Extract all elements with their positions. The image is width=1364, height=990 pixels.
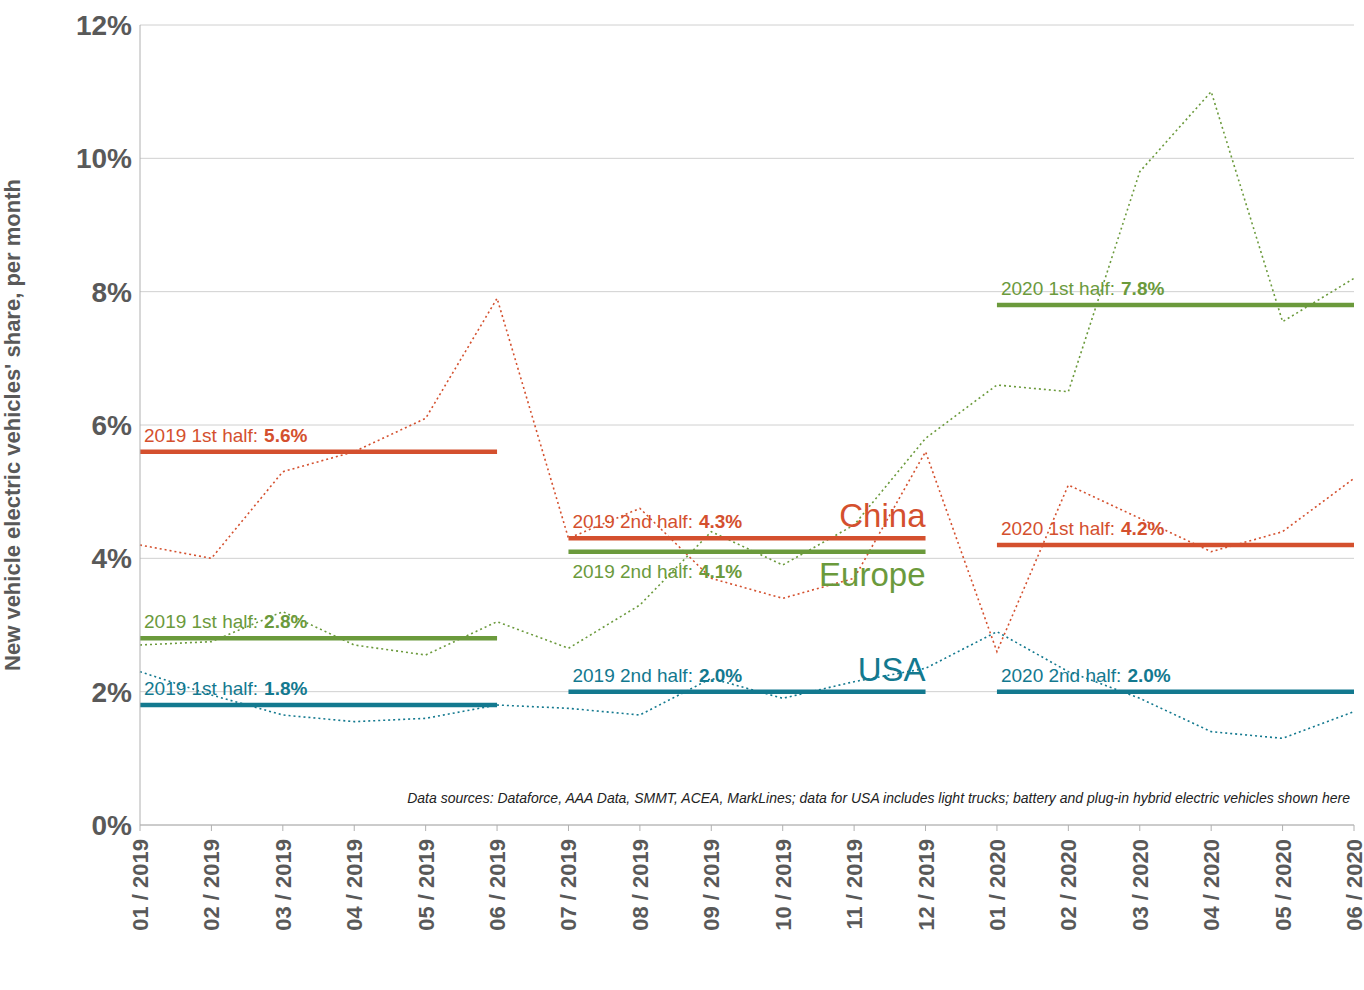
svg-text:03 / 2020: 03 / 2020 [1128, 839, 1153, 931]
svg-text:2020 1st half:7.8%: 2020 1st half:7.8% [1001, 278, 1165, 299]
svg-text:03 / 2019: 03 / 2019 [271, 839, 296, 931]
svg-text:06 / 2019: 06 / 2019 [485, 839, 510, 931]
svg-text:4%: 4% [92, 543, 133, 574]
svg-text:USA: USA [858, 651, 926, 688]
svg-text:2019 1st half:1.8%: 2019 1st half:1.8% [144, 678, 308, 699]
svg-text:2019 2nd half:2.0%: 2019 2nd half:2.0% [572, 665, 742, 686]
svg-text:12%: 12% [76, 10, 132, 41]
svg-text:01 / 2019: 01 / 2019 [128, 839, 153, 931]
svg-text:09 / 2019: 09 / 2019 [699, 839, 724, 931]
svg-text:02 / 2020: 02 / 2020 [1056, 839, 1081, 931]
svg-text:2019 2nd half:4.3%: 2019 2nd half:4.3% [572, 511, 742, 532]
svg-text:2020 2nd half:2.0%: 2020 2nd half:2.0% [1001, 665, 1171, 686]
html-text:Data sources: Dataforce, AAA D: Data sources: Dataforce, AAA Data, SMMT,… [407, 790, 1350, 806]
svg-text:10 / 2019: 10 / 2019 [771, 839, 796, 931]
svg-text:12 / 2019: 12 / 2019 [914, 839, 939, 931]
svg-text:10%: 10% [76, 143, 132, 174]
svg-text:China: China [839, 497, 926, 534]
svg-text:Europe: Europe [819, 556, 925, 593]
svg-text:08 / 2019: 08 / 2019 [628, 839, 653, 931]
svg-text:0%: 0% [92, 810, 133, 841]
svg-text:2019 1st half:2.8%: 2019 1st half:2.8% [144, 611, 308, 632]
svg-text:04 / 2019: 04 / 2019 [342, 839, 367, 931]
svg-text:2020 1st half:4.2%: 2020 1st half:4.2% [1001, 518, 1165, 539]
svg-text:11 / 2019: 11 / 2019 [842, 839, 867, 930]
svg-text:07 / 2019: 07 / 2019 [556, 839, 581, 931]
svg-text:2019 2nd half:4.1%: 2019 2nd half:4.1% [572, 561, 742, 582]
svg-text:06 / 2020: 06 / 2020 [1342, 839, 1356, 931]
svg-text:04 / 2020: 04 / 2020 [1199, 839, 1224, 931]
svg-text:05 / 2020: 05 / 2020 [1271, 839, 1296, 931]
svg-text:01 / 2020: 01 / 2020 [985, 839, 1010, 931]
svg-text:2%: 2% [92, 677, 133, 708]
svg-text:6%: 6% [92, 410, 133, 441]
svg-text:8%: 8% [92, 277, 133, 308]
svg-text:02 / 2019: 02 / 2019 [199, 839, 224, 931]
svg-text:New vehicle electric vehicles': New vehicle electric vehicles' share, pe… [8, 179, 25, 671]
svg-text:2019 1st half:5.6%: 2019 1st half:5.6% [144, 425, 308, 446]
svg-text:05 / 2019: 05 / 2019 [414, 839, 439, 931]
